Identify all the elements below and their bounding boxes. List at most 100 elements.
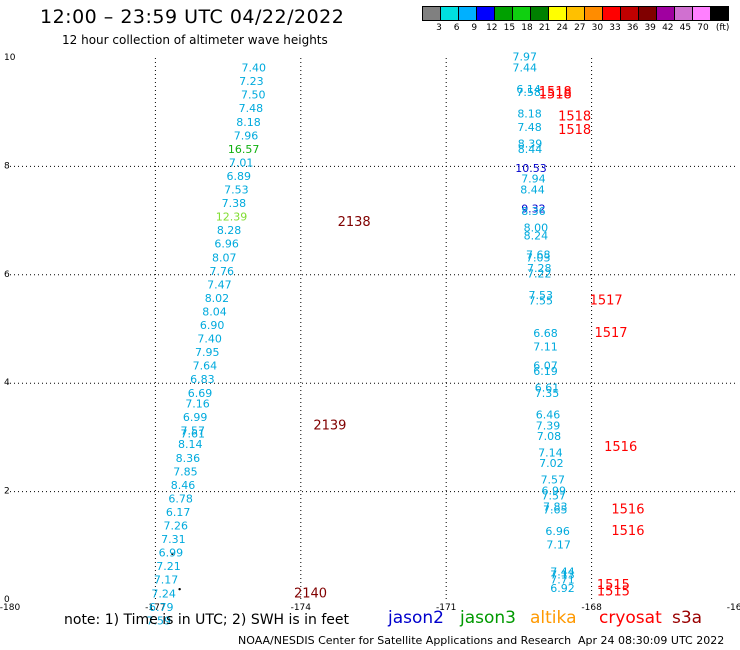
wave-height-point: 7.22 [527,268,552,281]
wave-height-point: 7.57 [180,425,205,438]
legend-item: jason3 [460,608,516,628]
page-title: 12:00 – 23:59 UTC 04/22/2022 [40,6,345,28]
legend-item: altika [530,608,577,628]
wave-height-point: 7.68 [526,249,551,262]
wave-height-point: 8.46 [171,479,196,492]
wave-height-point: 7.59 [147,614,172,627]
wave-height-point: 7.31 [161,533,186,546]
y-tick-label: 10 [4,53,16,63]
color-scale-label: 24 [556,23,568,33]
track-marker-dot [171,552,174,556]
track-id-label: 2140 [294,586,327,601]
wave-height-point: 7.83 [543,501,568,514]
wave-height-point: 7.53 [224,184,249,197]
legend-item: cryosat [599,608,662,628]
wave-height-point: 7.47 [207,278,232,291]
wave-height-point: 7.35 [535,387,560,400]
wave-height-point: 6.96 [214,238,239,251]
wave-height-point: 7.14 [538,446,563,459]
x-tick-label: -174 [291,603,312,613]
track-id-label: 2138 [338,215,371,230]
wave-height-point: 8.04 [202,305,227,318]
wave-height-point: 8.44 [520,184,545,197]
color-scale-label: 3 [436,23,442,33]
track-id-label: 1516 [611,524,644,539]
wave-height-point: 7.17 [154,574,179,587]
wave-height-point: 9.32 [521,202,546,215]
wave-height-point: 7.40 [242,62,267,75]
wave-height-point: 8.02 [205,292,230,305]
color-scale-label: 18 [521,23,533,33]
wave-height-point: 6.61 [535,381,560,394]
track-id-label: 1518 [539,85,572,100]
wave-height-point: 6.68 [533,327,558,340]
track-id-label: 1515 [597,585,630,600]
wave-height-point: 7.96 [234,129,259,142]
track-id-label: 1518 [558,123,591,138]
wave-height-point: 7.11 [533,341,558,354]
wave-height-point: 7.03 [526,251,551,264]
wave-height-point: 7.50 [241,89,266,102]
color-swatch [710,6,729,21]
wave-height-point: 6.96 [545,525,570,538]
x-tick-label: -165 [727,603,740,613]
wave-height-point: 7.94 [521,173,546,186]
x-tick-label: -171 [436,603,456,613]
wave-height-point: 6.90 [200,319,225,332]
wave-height-point: 7.21 [156,560,181,573]
wave-height-point: 7.08 [537,430,562,443]
wave-height-point: 7.02 [539,457,564,470]
y-tick-label: 0 [4,595,10,605]
wave-height-point: 7.28 [527,262,552,275]
color-scale-label: 21 [538,23,551,33]
wave-height-point: 8.39 [518,137,543,150]
wave-height-point: 7.85 [173,465,198,478]
wave-height-point: 16.57 [228,143,260,156]
wave-height-point: 7.44 [512,62,537,75]
wave-height-point: 7.40 [197,333,222,346]
wave-height-point: 7.53 [528,289,553,302]
track-id-label: 1517 [594,326,627,341]
color-scale-label: 9 [471,23,478,33]
wave-height-point: 7.57 [542,490,567,503]
wave-height-point: 7.64 [193,360,218,373]
wave-height-point: 7.23 [239,75,264,88]
wave-height-point: 6.69 [188,387,213,400]
wave-height-point: 7.17 [546,539,571,552]
color-scale-label: 70 [697,23,709,33]
wave-height-point: 8.36 [521,205,546,218]
color-scale-label: 42 [662,23,674,33]
wave-height-point: 7.57 [541,473,566,486]
generated-timestamp: Apr 24 08:30:09 UTC 2022 [578,634,725,647]
wave-height-point: 8.28 [217,224,242,237]
wave-height-point: 8.18 [236,116,261,129]
wave-height-point: 6.89 [227,170,252,183]
wave-height-point: 8.24 [524,230,549,243]
track-id-label: 1518 [539,88,572,103]
wave-height-point: 7.48 [239,102,264,115]
wave-height-point: 7.48 [517,121,542,134]
wave-height-point: 6.17 [166,506,191,519]
wave-height-point: 7.38 [222,197,247,210]
y-tick-label: 2 [4,487,10,497]
wave-height-point: 8.18 [517,108,542,121]
wave-height-point: 7.16 [185,398,210,411]
wave-height-point: 8.07 [212,251,237,264]
x-tick-label: -177 [145,603,165,613]
track-marker-dot [178,587,181,591]
wave-height-point: 6.99 [542,484,567,497]
color-scale-bar: 3 6 9 12 15 18 21 24 27 30 33 36 39 42 45 70 (ft) [422,6,729,33]
wave-height-point: 6.99 [183,411,208,424]
wave-height-point: 6.19 [533,365,558,378]
y-tick-label: 4 [4,378,10,388]
color-scale-label: 36 [626,23,639,33]
track-id-label: 1516 [604,440,637,455]
track-id-label: 1515 [597,578,630,593]
x-tick-label: -168 [581,603,602,613]
wave-height-point: 7.13 [550,568,575,581]
wave-height-point: 7.55 [528,295,553,308]
wave-height-point: 7.44 [550,566,575,579]
wave-height-point: 6.99 [159,547,184,560]
wave-height-point: 6.83 [190,373,215,386]
wave-height-point: 7.01 [229,156,254,169]
